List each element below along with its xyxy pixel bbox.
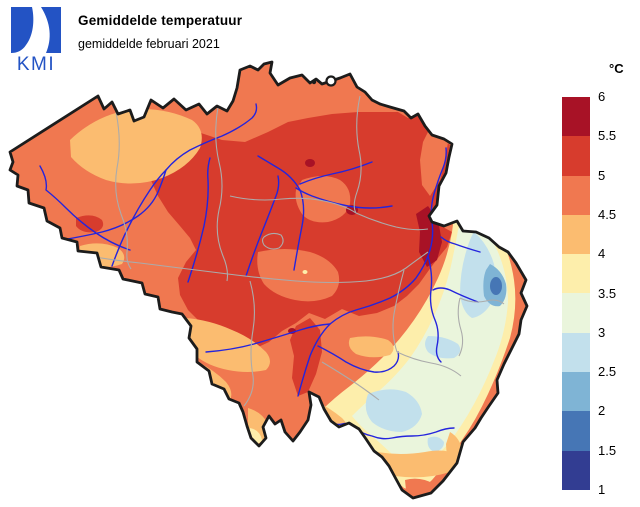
province-border-east-community: [457, 297, 505, 357]
map-region-red-main: [146, 112, 452, 348]
legend-tick-label: 2: [598, 403, 606, 419]
kmi-logo-right-shape: [41, 7, 61, 53]
legend-tick-label: 6: [598, 89, 606, 104]
legend-color-cell: [562, 332, 590, 373]
kmi-logo-left-shape: [11, 7, 34, 53]
province-border-ovl-ant: [215, 106, 229, 282]
legend-tick-label: 5.5: [598, 128, 617, 144]
map-region-yellow-dot-center: [302, 270, 308, 274]
page-subtitle: gemiddelde februari 2021: [78, 37, 220, 51]
map-region-lightblue-south-small: [427, 436, 444, 452]
river-dender: [187, 157, 211, 283]
province-border-hainaut-namur: [243, 280, 256, 407]
legend-tick-label: 2.5: [598, 364, 617, 380]
legend-cells: [562, 97, 590, 490]
province-border-brussels: [261, 232, 284, 250]
kmi-logo: KMI: [11, 7, 61, 72]
legend-color-cell: [562, 411, 590, 451]
legend-labels: 6 5.5 5 4.5 4 3.5 3 2.5 2 1.5 1: [598, 89, 634, 497]
map-region-lightorange-hainaut: [184, 318, 270, 372]
legend-tick-label: 3.5: [598, 285, 617, 301]
legend-tick-label: 4: [598, 246, 606, 262]
map-region-lightorange-coast: [70, 109, 202, 184]
map-region-darkblue-hautes-fagnes-core: [490, 277, 502, 295]
legend-color-cell: [562, 372, 590, 412]
river-ijzer: [39, 165, 131, 251]
legend-tick-label: 1: [598, 482, 606, 497]
enclave-dot: [311, 79, 317, 85]
temperature-regions: [10, 62, 527, 498]
legend-color-cell: [562, 175, 590, 215]
river-demer: [295, 187, 393, 209]
province-border-vlaamsbrabant-limburg: [355, 212, 429, 231]
map-region-lightblue-fagnes-west: [425, 336, 461, 359]
province-border-wvl-ovl: [115, 111, 132, 270]
river-nete: [299, 161, 373, 185]
legend-color-cell: [562, 450, 590, 490]
legend-tick-label: 1.5: [598, 442, 617, 458]
province-border-namur-luxembourg: [321, 361, 380, 401]
river-schelde: [111, 103, 258, 267]
legend-tick-label: 4.5: [598, 206, 617, 222]
legend-color-cell: [562, 136, 590, 176]
country-outline: [8, 60, 529, 500]
province-border-flanders-wallonia: [59, 249, 429, 284]
river-leie: [61, 169, 167, 241]
legend-color-cell: [562, 97, 590, 137]
legend-color-cell: [562, 293, 590, 333]
river-maas: [297, 147, 447, 397]
map-region-red-meuse-spur: [290, 318, 322, 396]
page-title: Gemiddelde temperatuur: [78, 13, 243, 28]
map-region-orange-pocket-east: [420, 132, 448, 196]
river-ourthe: [427, 255, 442, 363]
map-region-lightblue-south: [365, 389, 422, 432]
legend-tick-label: 5: [598, 167, 606, 183]
kmi-logo-text: KMI: [17, 54, 55, 72]
map-region-red-west-kortrijk: [76, 215, 104, 233]
enclave-baarle-hertog: [325, 75, 337, 87]
river-zenne: [245, 175, 280, 277]
river-sambre: [205, 323, 331, 353]
legend-tick-label: 3: [598, 324, 606, 340]
province-border-liege-luxembourg: [396, 351, 462, 377]
river-ambleve: [432, 287, 479, 303]
river-vesdre: [440, 236, 481, 253]
legend-color-cell: [562, 214, 590, 255]
province-border-ant-vlbrabant: [229, 195, 357, 214]
legend-unit-label: °C: [609, 61, 624, 76]
legend-color-cell: [562, 254, 590, 294]
province-border-namur-liege: [392, 269, 405, 353]
rivers: [39, 103, 481, 440]
province-border-ant-lim: [353, 95, 362, 214]
province-borders: [59, 95, 505, 407]
river-lesse: [317, 345, 400, 373]
map-region-lightorange-condroz-spot: [348, 336, 394, 358]
map-region-darkred-spot-1: [305, 159, 315, 167]
map-region-orange-pocket-south-center: [257, 249, 340, 302]
